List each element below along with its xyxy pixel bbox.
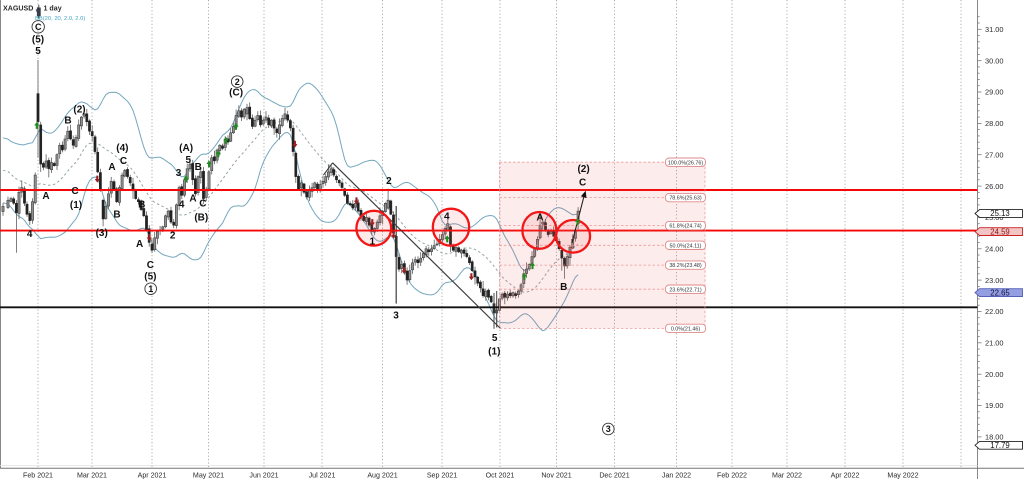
svg-text:2: 2 — [386, 176, 392, 187]
svg-text:(2): (2) — [73, 105, 85, 116]
svg-text:C: C — [120, 156, 127, 167]
svg-text:Dec 2021: Dec 2021 — [599, 472, 629, 480]
svg-text:23.00: 23.00 — [985, 276, 1004, 285]
svg-text:Apr 2022: Apr 2022 — [831, 472, 860, 480]
svg-text:C: C — [35, 22, 42, 32]
svg-text:1: 1 — [148, 284, 153, 294]
svg-text:5: 5 — [492, 333, 498, 344]
svg-text:B: B — [64, 116, 71, 127]
svg-text:B: B — [138, 200, 145, 211]
svg-text:61.8%(24.74): 61.8%(24.74) — [669, 224, 702, 230]
svg-text:(A): (A) — [179, 143, 193, 154]
svg-text:B: B — [195, 162, 202, 173]
svg-text:A: A — [189, 194, 196, 205]
svg-text:(2): (2) — [577, 164, 589, 175]
svg-text:22.65: 22.65 — [990, 288, 1010, 297]
svg-text:C: C — [71, 186, 78, 197]
svg-text:C: C — [147, 260, 154, 271]
svg-text:31.00: 31.00 — [985, 25, 1004, 34]
svg-text:May 2021: May 2021 — [193, 472, 224, 480]
svg-text:A: A — [536, 212, 543, 223]
svg-text:(3): (3) — [96, 228, 108, 239]
svg-text:24.00: 24.00 — [985, 245, 1004, 254]
svg-text:26.00: 26.00 — [985, 182, 1004, 191]
svg-text:18.00: 18.00 — [985, 433, 1004, 442]
svg-text:4: 4 — [444, 211, 450, 222]
svg-text:30.00: 30.00 — [985, 56, 1004, 65]
svg-text:Jul 2021: Jul 2021 — [309, 472, 336, 480]
svg-text:(1): (1) — [70, 200, 82, 211]
svg-text:28.00: 28.00 — [985, 119, 1004, 128]
svg-text:20.00: 20.00 — [985, 370, 1004, 379]
svg-text:A: A — [108, 162, 115, 173]
svg-text:29.00: 29.00 — [985, 88, 1004, 97]
svg-text:4: 4 — [27, 229, 33, 240]
svg-text:Nov 2021: Nov 2021 — [541, 472, 571, 480]
svg-text:C: C — [199, 199, 206, 210]
svg-text:B: B — [560, 282, 567, 293]
svg-text:5: 5 — [186, 155, 192, 166]
svg-text:A: A — [42, 191, 49, 202]
svg-text:5: 5 — [35, 46, 41, 57]
svg-text:25.13: 25.13 — [990, 209, 1010, 218]
svg-text:1: 1 — [370, 237, 376, 248]
svg-text:Jan 2022: Jan 2022 — [662, 472, 691, 480]
svg-text:27.00: 27.00 — [985, 150, 1004, 159]
svg-text:Oct 2021: Oct 2021 — [486, 472, 515, 480]
svg-text:A: A — [136, 239, 143, 250]
svg-text:B: B — [113, 210, 120, 221]
svg-text:38.2%(23.48): 38.2%(23.48) — [669, 263, 702, 269]
svg-text:21.00: 21.00 — [985, 339, 1004, 348]
svg-text:May 2022: May 2022 — [887, 472, 918, 480]
svg-text:50.0%(24.11): 50.0%(24.11) — [670, 243, 702, 249]
svg-text:1 day: 1 day — [44, 5, 62, 13]
svg-text:(5): (5) — [32, 34, 44, 45]
svg-text:3: 3 — [393, 310, 399, 321]
svg-text:100.0%(26.76): 100.0%(26.76) — [668, 160, 704, 166]
svg-text:0.0%(21.46): 0.0%(21.46) — [671, 327, 701, 333]
svg-text:24.59: 24.59 — [990, 227, 1010, 236]
svg-text:Jun 2021: Jun 2021 — [249, 472, 278, 480]
svg-text:C: C — [579, 177, 586, 188]
svg-text:BB(20, 20, 2.0, 2.0): BB(20, 20, 2.0, 2.0) — [35, 16, 85, 22]
svg-text:(4): (4) — [116, 143, 128, 154]
svg-text:23.6%(22.71): 23.6%(22.71) — [669, 287, 702, 293]
svg-text:(1): (1) — [488, 346, 500, 357]
svg-text:2: 2 — [170, 231, 176, 242]
svg-text:Aug 2021: Aug 2021 — [367, 472, 397, 480]
svg-text:(B): (B) — [194, 213, 208, 224]
svg-text:XAGUSD ,: XAGUSD , — [3, 5, 37, 13]
svg-text:3: 3 — [606, 424, 611, 434]
svg-text:Mar 2022: Mar 2022 — [772, 472, 802, 480]
svg-text:(C): (C) — [229, 88, 243, 99]
svg-text:4: 4 — [179, 200, 185, 211]
svg-text:22.00: 22.00 — [985, 307, 1004, 316]
svg-text:2: 2 — [235, 77, 240, 87]
svg-text:19.00: 19.00 — [985, 401, 1004, 410]
svg-text:Feb 2022: Feb 2022 — [717, 472, 747, 480]
svg-text:(5): (5) — [144, 271, 156, 282]
svg-text:78.6%(25.63): 78.6%(25.63) — [669, 196, 702, 202]
svg-text:3: 3 — [176, 168, 182, 179]
svg-text:17.79: 17.79 — [990, 441, 1010, 450]
svg-text:Apr 2021: Apr 2021 — [138, 472, 167, 480]
svg-text:Mar 2021: Mar 2021 — [77, 472, 107, 480]
svg-text:Sep 2021: Sep 2021 — [427, 472, 457, 480]
svg-text:Feb 2021: Feb 2021 — [23, 472, 53, 480]
